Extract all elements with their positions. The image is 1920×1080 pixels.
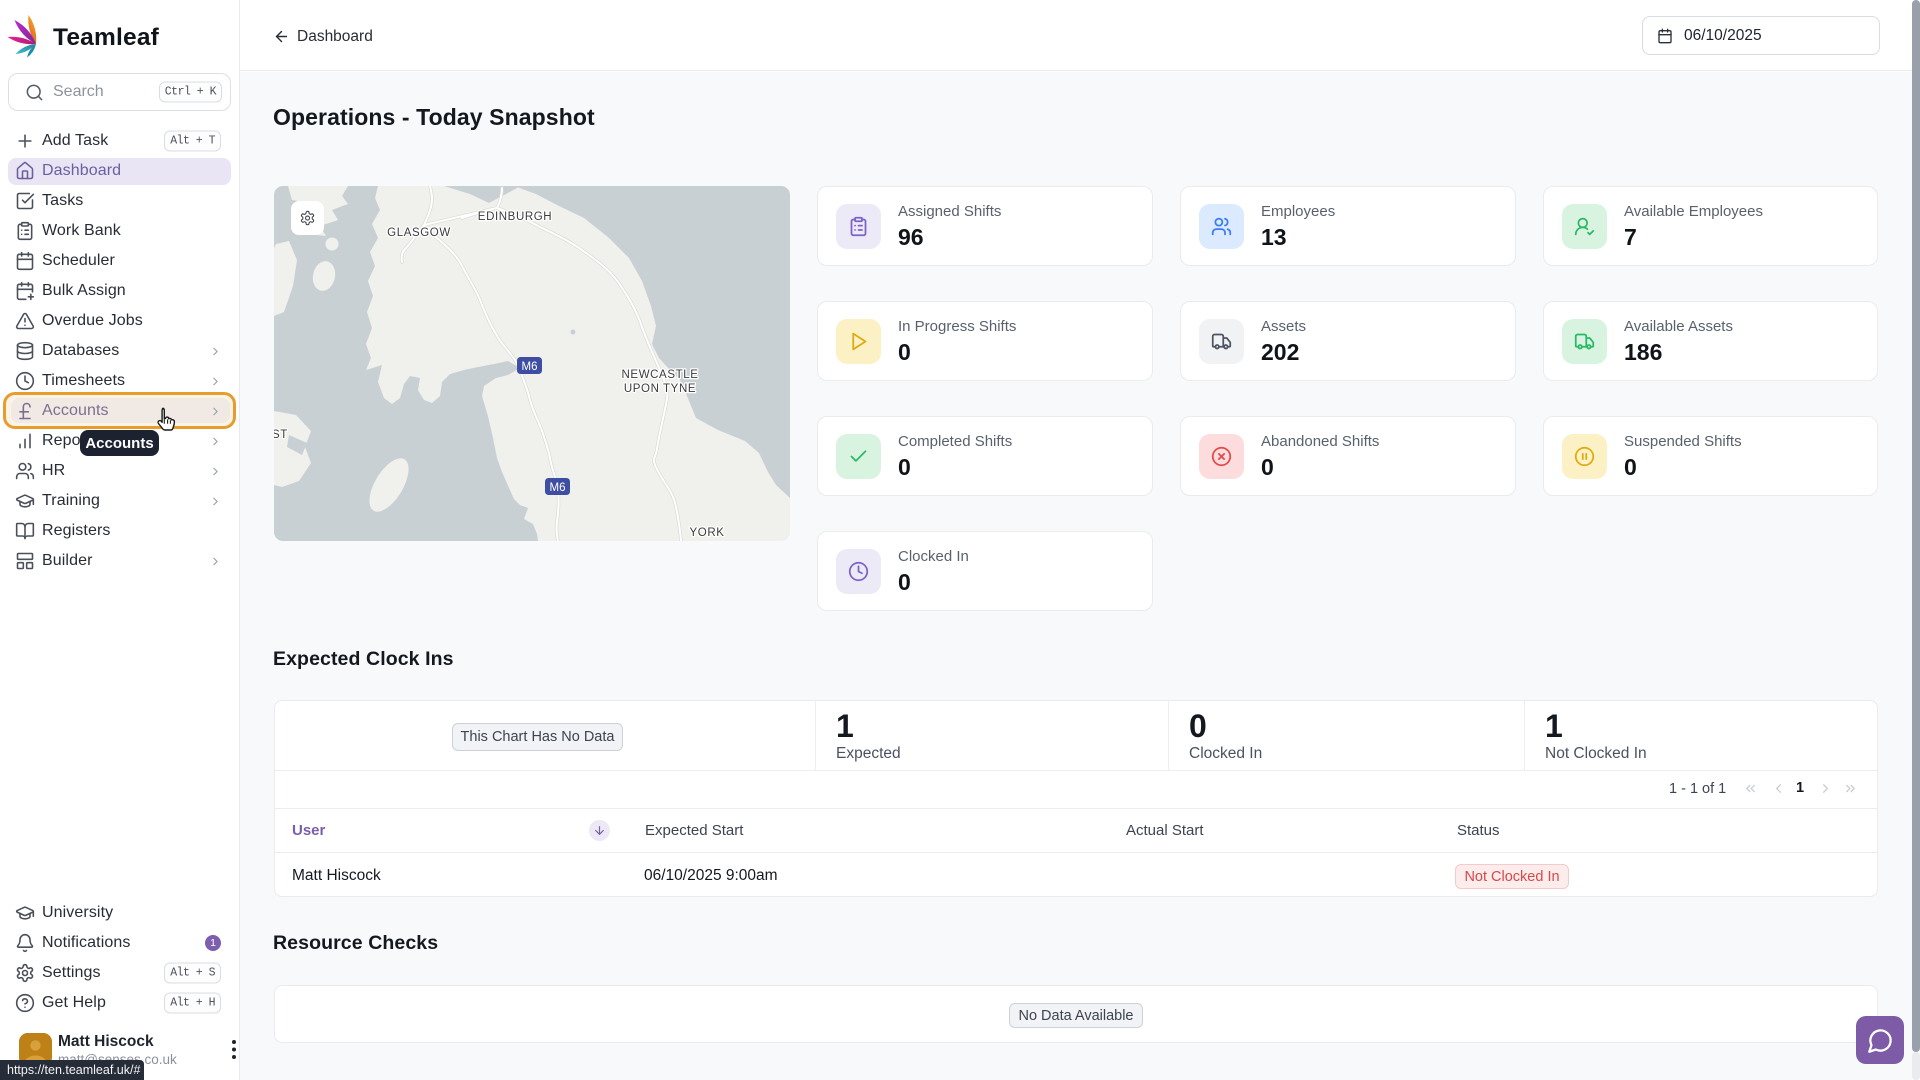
svg-text:NEWCASTLE: NEWCASTLE [622, 369, 699, 381]
svg-text:YORK: YORK [690, 527, 725, 539]
svg-text:EDINBURGH: EDINBURGH [478, 211, 552, 223]
svg-text:ST: ST [274, 429, 288, 441]
svg-text:M6: M6 [522, 361, 538, 373]
svg-text:M6: M6 [550, 482, 566, 494]
svg-text:UPON TYNE: UPON TYNE [624, 383, 696, 395]
svg-text:GLASGOW: GLASGOW [387, 227, 451, 239]
